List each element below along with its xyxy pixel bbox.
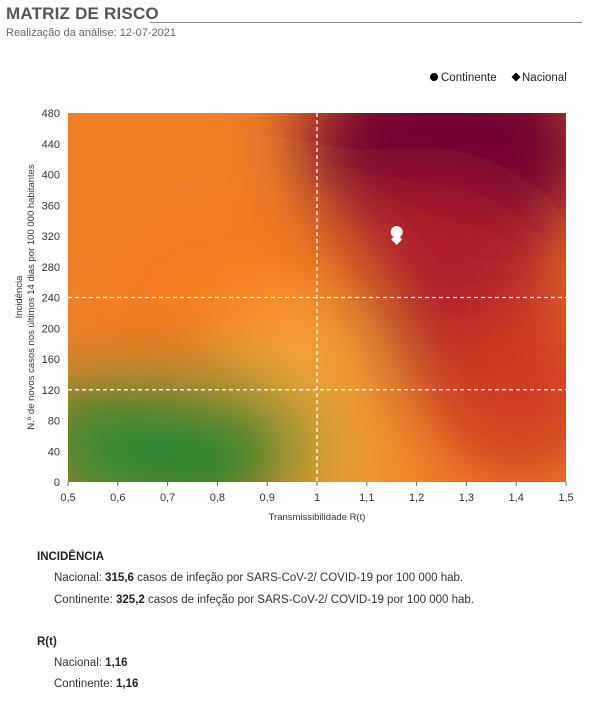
y-tick-label: 160 xyxy=(42,354,60,366)
rt-continente-label: Continente: xyxy=(54,678,117,690)
x-axis-title: Transmissibilidade R(t) xyxy=(269,512,366,523)
x-tick-label: 0,7 xyxy=(160,492,175,504)
rt-nacional-label: Nacional: xyxy=(54,657,106,669)
y-tick-label: 0 xyxy=(54,477,60,489)
x-axis: 0,5 0,6 0,7 0,8 0,9 1 1,1 1,2 1,3 1,4 1,5 xyxy=(60,482,574,504)
page-title: MATRIZ DE RISCO xyxy=(6,4,159,23)
y-tick-label: 440 xyxy=(42,139,60,151)
x-tick-label: 0,6 xyxy=(110,492,125,504)
x-tick-label: 1,1 xyxy=(359,492,374,504)
blob-green-deep xyxy=(130,425,310,482)
title-divider xyxy=(150,22,582,23)
x-tick-label: 1,3 xyxy=(459,492,474,504)
x-tick-label: 0,5 xyxy=(60,492,75,504)
point-nacional xyxy=(391,233,403,245)
legend-continente-marker xyxy=(430,73,438,81)
incidencia-nacional-label: Nacional: xyxy=(54,572,106,584)
data-points xyxy=(390,226,403,245)
y-tick-label: 80 xyxy=(48,416,60,428)
y-tick-label: 400 xyxy=(42,170,60,182)
rt-continente: Continente: 1,16 xyxy=(54,678,138,690)
y-tick-label: 200 xyxy=(42,323,60,335)
incidencia-nacional-suffix: casos de infeção por SARS-CoV-2/ COVID-1… xyxy=(133,572,464,584)
x-tick-label: 0,9 xyxy=(260,492,275,504)
y-tick-label: 120 xyxy=(42,385,60,397)
rt-nacional: Nacional: 1,16 xyxy=(54,657,128,669)
y-axis-title-line1: Incidência xyxy=(14,275,25,318)
heatmap-background xyxy=(68,113,566,482)
incidencia-continente-label: Continente: xyxy=(54,594,117,606)
heatmap-blobs xyxy=(68,113,566,482)
y-tick-label: 360 xyxy=(42,200,60,212)
point-continente xyxy=(390,226,403,239)
legend-nacional-marker xyxy=(511,72,521,82)
y-tick-label: 280 xyxy=(42,262,60,274)
x-tick-label: 1,5 xyxy=(558,492,573,504)
y-tick-label: 40 xyxy=(48,446,60,458)
y-axis-title-line2: N.º de novos casos nos últimos 14 dias p… xyxy=(26,164,37,430)
legend-nacional-label: Nacional xyxy=(522,72,567,84)
incidencia-continente: Continente: 325,2 casos de infeção por S… xyxy=(54,594,474,606)
x-tick-label: 1,2 xyxy=(409,492,424,504)
x-tick-label: 0,8 xyxy=(210,492,225,504)
incidencia-nacional: Nacional: 315,6 casos de infeção por SAR… xyxy=(54,572,463,584)
incidencia-continente-value: 325,2 xyxy=(116,594,145,606)
y-tick-label: 320 xyxy=(42,231,60,243)
y-axis: 0 40 80 120 160 200 240 280 320 360 400 440 480 xyxy=(42,108,60,489)
legend-continente-label: Continente xyxy=(441,72,497,84)
reference-lines xyxy=(68,113,566,482)
analysis-date: Realização da análise: 12-07-2021 xyxy=(6,27,177,39)
rt-continente-value: 1,16 xyxy=(116,678,139,690)
x-tick-label: 1,4 xyxy=(509,492,524,504)
incidencia-continente-suffix: casos de infeção por SARS-CoV-2/ COVID-1… xyxy=(144,594,475,606)
x-tick-label: 1 xyxy=(314,492,320,504)
incidencia-nacional-value: 315,6 xyxy=(105,572,134,584)
incidencia-heading: INCIDÊNCIA xyxy=(37,551,105,563)
rt-nacional-value: 1,16 xyxy=(105,657,128,669)
legend: Continente Nacional xyxy=(430,72,567,84)
rt-heading: R(t) xyxy=(37,636,57,648)
y-tick-label: 480 xyxy=(42,108,60,120)
y-tick-label: 240 xyxy=(42,293,60,305)
